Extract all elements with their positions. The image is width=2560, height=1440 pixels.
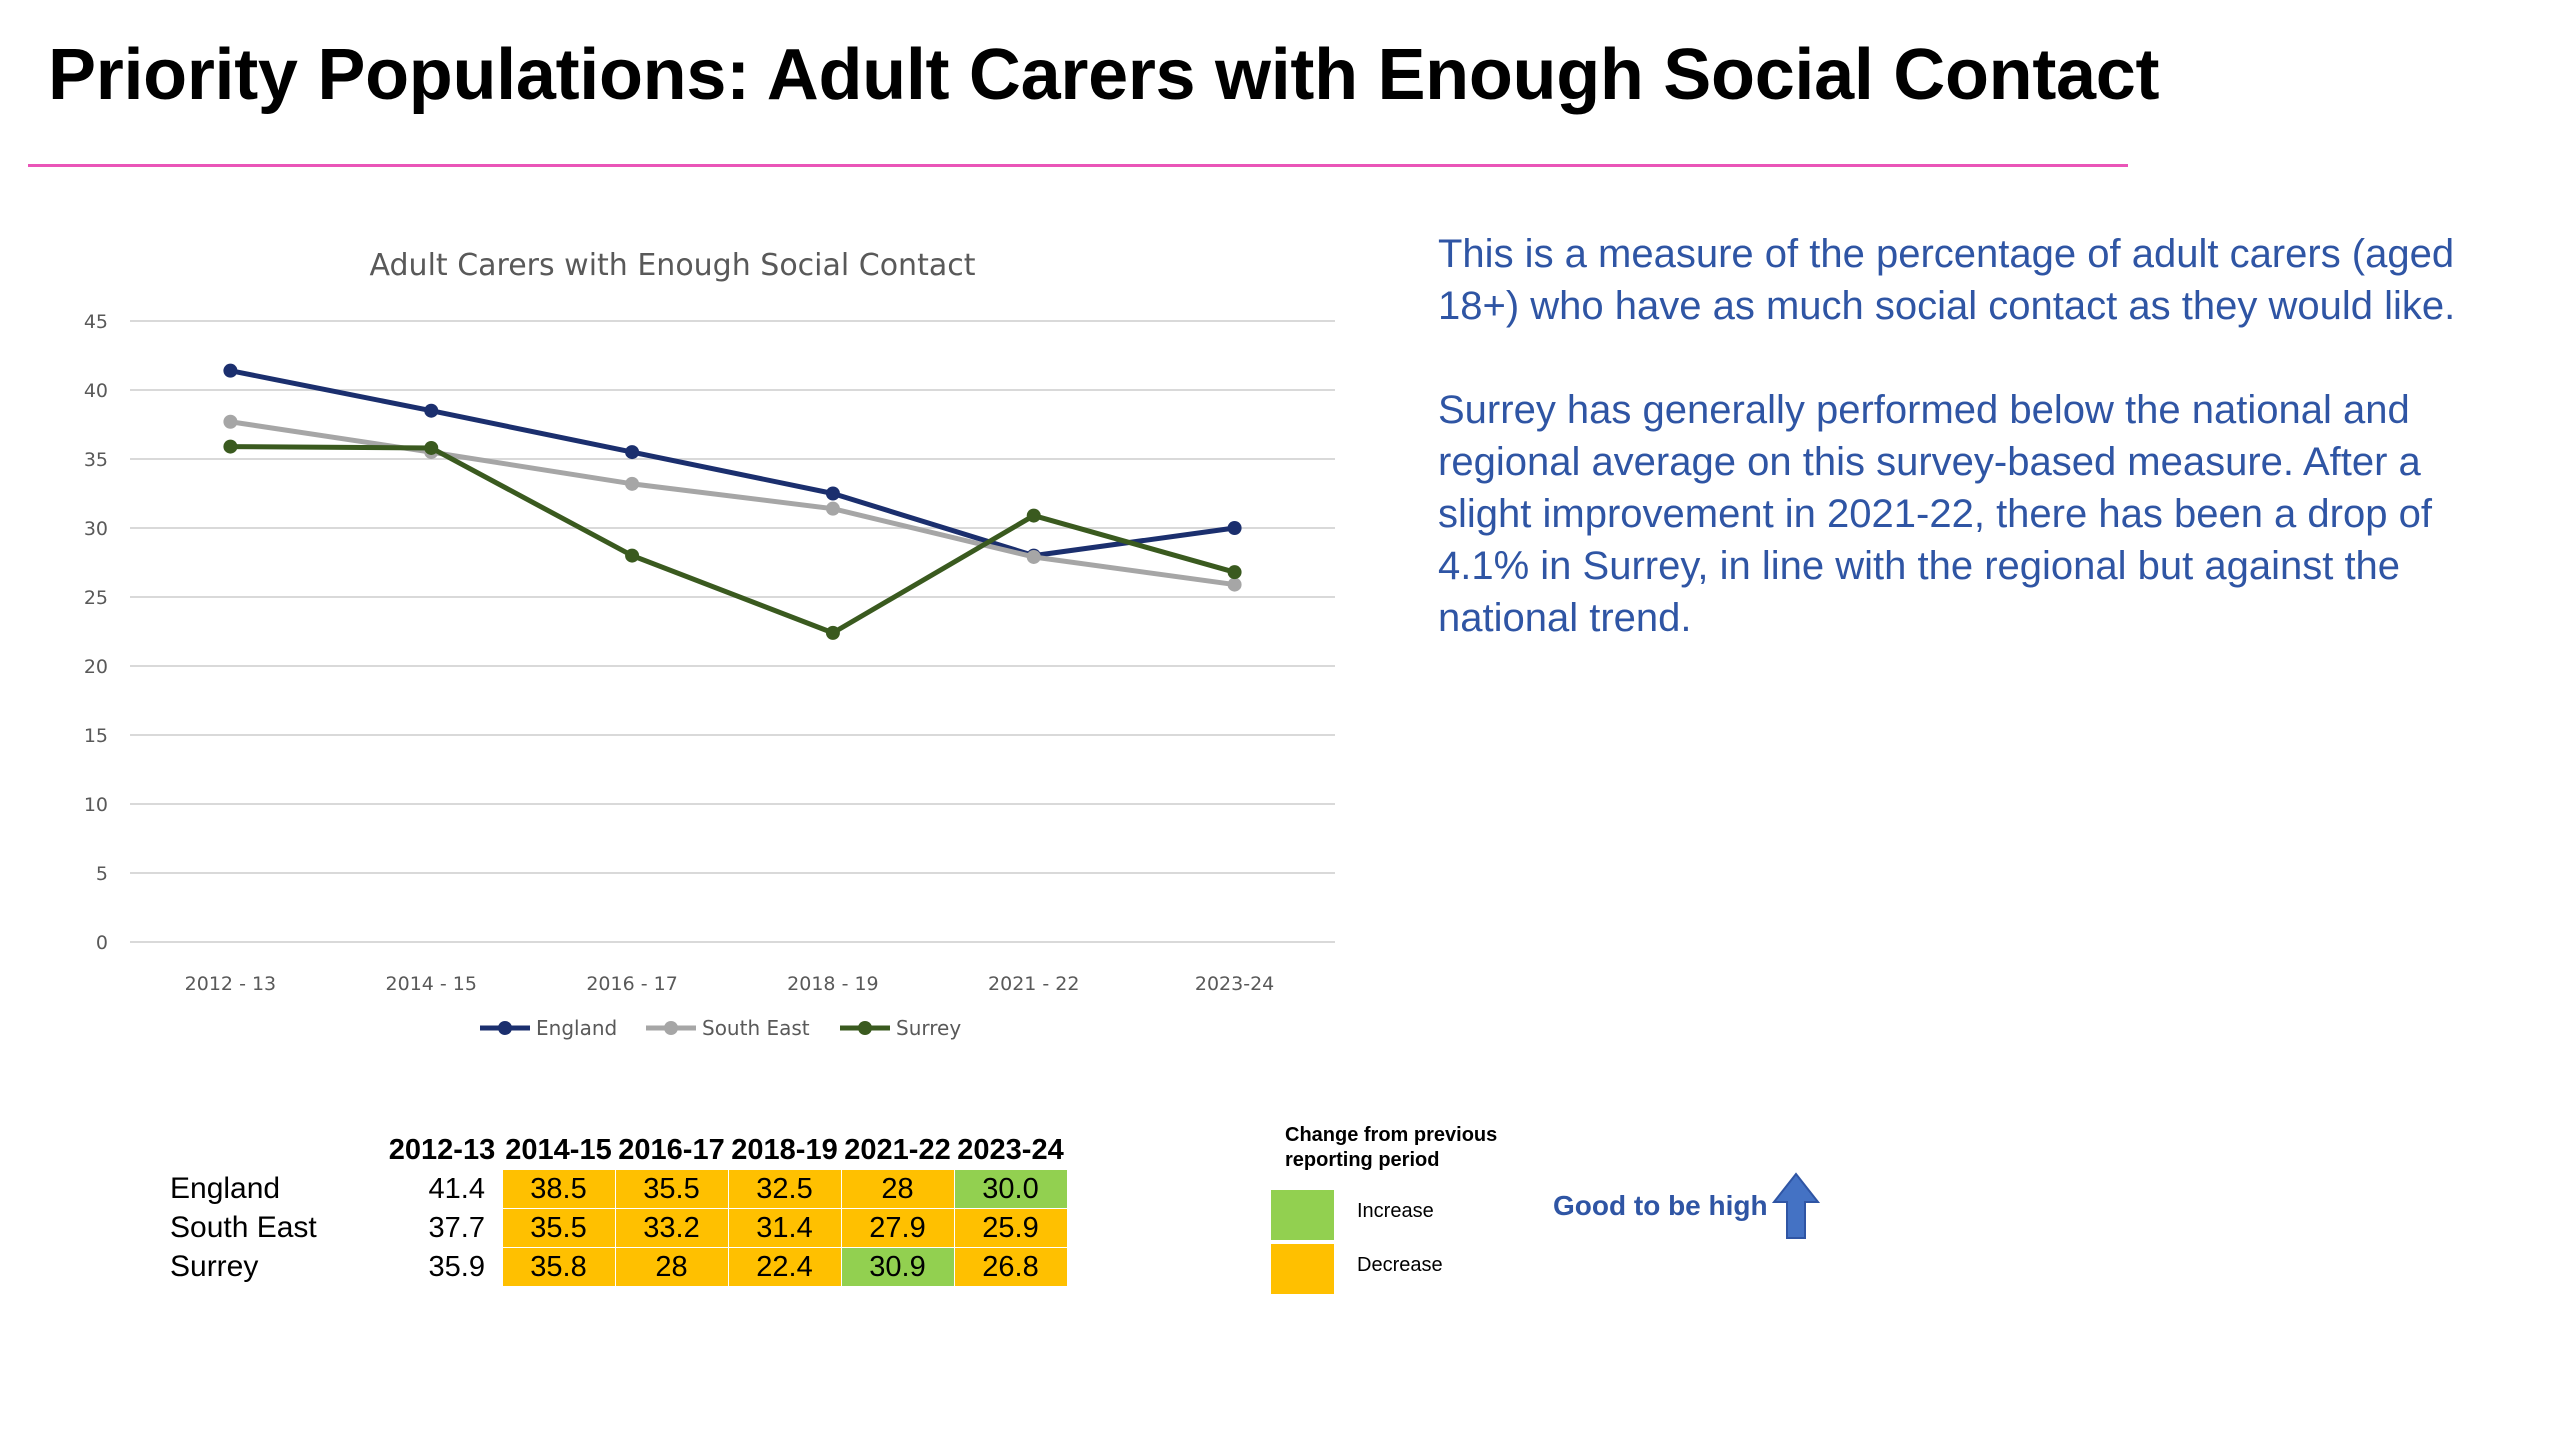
- table-row: Surrey 35.9 35.8 28 22.4 30.9 26.8: [160, 1247, 1068, 1287]
- page-title: Priority Populations: Adult Carers with …: [48, 35, 2160, 115]
- y-tick-label: 35: [84, 449, 108, 471]
- table-header: 2021-22: [844, 1133, 951, 1166]
- table-header: 2016-17: [618, 1133, 725, 1166]
- table-cell: 26.8: [953, 1247, 1068, 1287]
- table-header: 2018-19: [731, 1133, 838, 1166]
- table-cell: 25.9: [953, 1208, 1068, 1248]
- row-label-south-east: South East: [170, 1211, 317, 1244]
- data-point-england: [625, 445, 640, 460]
- row-label-surrey: Surrey: [170, 1250, 259, 1283]
- table-cell: 31.4: [727, 1208, 842, 1248]
- data-point-england: [223, 363, 238, 378]
- table-header: 2014-15: [505, 1133, 612, 1166]
- x-tick-label: 2018 - 19: [787, 973, 878, 995]
- y-tick-label: 10: [84, 794, 108, 816]
- chart-title: Adult Carers with Enough Social Contact: [370, 248, 976, 283]
- data-point-surrey: [424, 440, 439, 455]
- description-paragraph-1: This is a measure of the percentage of a…: [1438, 232, 2456, 328]
- data-point-surrey: [1227, 565, 1242, 580]
- decrease-swatch: [1271, 1244, 1334, 1294]
- legend-marker-south-east: [664, 1021, 678, 1035]
- x-tick-label: 2014 - 15: [386, 973, 477, 995]
- data-point-south-east: [1026, 549, 1041, 564]
- series-line-surrey: [230, 444, 1236, 636]
- decrease-label: Decrease: [1357, 1254, 1443, 1276]
- table-cell: 32.5: [727, 1169, 842, 1209]
- increase-label: Increase: [1357, 1200, 1434, 1222]
- table-cell: 27.9: [840, 1208, 955, 1248]
- table-header-row: 2012-13 2014-15 2016-17 2018-19 2021-22 …: [160, 1131, 1067, 1170]
- table-cell: 35.9: [428, 1250, 485, 1283]
- y-tick-label: 20: [84, 656, 108, 678]
- increase-swatch: [1271, 1190, 1334, 1240]
- good-direction-label: Good to be high: [1553, 1190, 1768, 1221]
- table-cell: 37.7: [428, 1211, 485, 1244]
- data-point-surrey: [625, 548, 640, 563]
- legend-label-surrey: Surrey: [896, 1016, 961, 1040]
- x-tick-label: 2016 - 17: [586, 973, 677, 995]
- up-arrow-icon: [1771, 1172, 1821, 1239]
- data-point-south-east: [825, 501, 840, 516]
- data-point-england: [1227, 521, 1242, 535]
- table-header: 2023-24: [957, 1133, 1064, 1166]
- line-chart: Adult Carers with Enough Social Contact 0…: [84, 248, 1335, 1040]
- table-corner: [160, 1131, 382, 1170]
- table-cell: 30.0: [953, 1169, 1068, 1209]
- table-cell: 35.8: [501, 1247, 616, 1287]
- data-point-surrey: [825, 625, 840, 640]
- y-tick-label: 5: [96, 863, 108, 885]
- table-row: South East 37.7 35.5 33.2 31.4 27.9 25.9: [160, 1208, 1068, 1248]
- table-cell: 35.5: [614, 1169, 729, 1209]
- description: This is a measure of the percentage of a…: [1438, 228, 2498, 696]
- table-cell: 38.5: [501, 1169, 616, 1209]
- y-tick-label: 40: [84, 380, 108, 402]
- title-divider: [28, 164, 2128, 167]
- legend-marker-england: [498, 1021, 512, 1035]
- y-tick-label: 0: [96, 932, 108, 954]
- data-point-south-east: [625, 476, 640, 491]
- data-point-south-east: [223, 414, 238, 429]
- legend-label-south-east: South East: [702, 1016, 810, 1040]
- table-cell: 41.4: [428, 1172, 485, 1205]
- series-line-england: [229, 368, 1235, 559]
- data-point-england: [424, 403, 439, 418]
- legend-label-england: England: [536, 1016, 617, 1040]
- table-cell: 33.2: [614, 1208, 729, 1248]
- table-cell: 30.9: [840, 1247, 955, 1287]
- x-tick-label: 2021 - 22: [988, 973, 1079, 995]
- table-cell: 28: [614, 1247, 729, 1287]
- table-cell: 35.5: [501, 1208, 616, 1248]
- description-paragraph-2: Surrey has generally performed below the…: [1438, 388, 2432, 640]
- x-tick-label: 2023-24: [1195, 973, 1274, 995]
- data-point-england: [825, 486, 840, 501]
- y-tick-label: 45: [84, 311, 108, 333]
- row-label-england: England: [170, 1172, 281, 1205]
- data-point-surrey: [223, 439, 238, 454]
- table-row: England 41.4 38.5 35.5 32.5 28 30.0: [160, 1169, 1068, 1209]
- data-table: 2012-13 2014-15 2016-17 2018-19 2021-22 …: [160, 1131, 1068, 1287]
- y-tick-label: 25: [84, 587, 108, 609]
- legend-marker-surrey: [858, 1021, 872, 1035]
- x-tick-label: 2012 - 13: [185, 973, 276, 995]
- data-point-surrey: [1026, 508, 1041, 523]
- table-cell: 22.4: [727, 1247, 842, 1287]
- table-header: 2012-13: [388, 1133, 496, 1166]
- y-tick-label: 30: [84, 518, 108, 540]
- key-title: Change from previous reporting period: [1285, 1124, 1498, 1171]
- data-point-south-east: [1227, 577, 1242, 592]
- y-tick-label: 15: [84, 725, 108, 747]
- table-cell: 28: [840, 1169, 955, 1209]
